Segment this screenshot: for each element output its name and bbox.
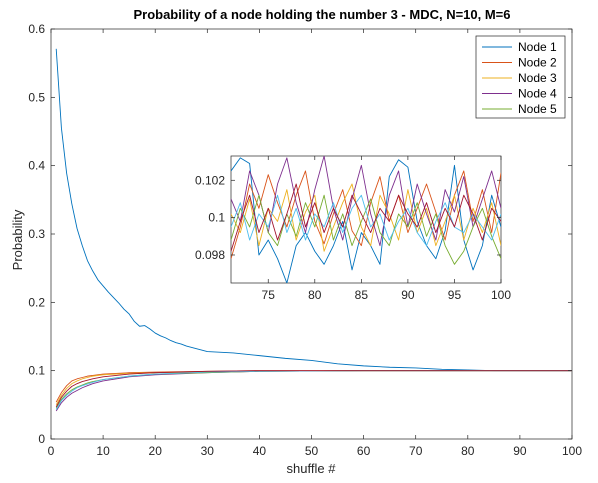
legend-entry: Node 1 [518, 40, 557, 54]
y-axis-label: Probability [10, 209, 25, 270]
inset-x-tick-label: 85 [355, 288, 369, 302]
main-x-tick-label: 80 [461, 444, 475, 458]
main-y-axis: 0 0.1 0.2 0.3 0.4 0.5 0.6 [28, 22, 572, 446]
x-axis-label: shuffle # [287, 461, 337, 476]
main-x-tick-label: 0 [48, 444, 55, 458]
inset-y-tick-label: 0.102 [195, 173, 225, 187]
inset-series-line-3 [231, 183, 501, 252]
main-x-axis: 0 10 20 30 40 50 60 70 80 90 100 [48, 29, 582, 458]
inset-y-tick-label: 0.1 [208, 211, 225, 225]
legend-entry: Node 3 [518, 71, 557, 85]
main-x-tick-label: 10 [96, 444, 110, 458]
inset-series-line-1 [231, 157, 501, 283]
main-y-tick-label: 0 [38, 432, 45, 446]
main-x-tick-label: 100 [562, 444, 582, 458]
main-series-line-7 [55, 370, 572, 408]
main-x-tick-label: 40 [253, 444, 267, 458]
inset-x-tick-label: 75 [262, 288, 276, 302]
main-y-tick-label: 0.6 [28, 22, 45, 36]
inset-x-tick-label: 90 [401, 288, 415, 302]
inset-y-axis: 0.098 0.1 0.102 [195, 173, 501, 262]
inset-series-line-4 [231, 156, 501, 247]
legend-entry: Node 4 [518, 87, 557, 101]
inset-series-lines [231, 156, 501, 283]
inset-x-axis: 75 80 85 90 95 100 [262, 156, 511, 302]
legend-box [475, 35, 566, 119]
main-x-tick-label: 70 [409, 444, 423, 458]
main-x-tick-label: 90 [513, 444, 527, 458]
legend-entry: Node 2 [518, 56, 557, 70]
inset-y-tick-label: 0.098 [195, 248, 225, 262]
inset-x-tick-label: 95 [448, 288, 462, 302]
main-series-lines [55, 48, 572, 412]
inset-series-line-6 [231, 194, 501, 247]
chart-title: Probability of a node holding the number… [133, 7, 510, 22]
main-x-tick-label: 50 [305, 444, 319, 458]
main-y-tick-label: 0.3 [28, 227, 45, 241]
main-x-tick-label: 60 [357, 444, 371, 458]
main-x-tick-label: 30 [201, 444, 215, 458]
main-y-tick-label: 0.4 [28, 159, 45, 173]
main-y-tick-label: 0.1 [28, 364, 45, 378]
inset-x-tick-label: 80 [308, 288, 322, 302]
main-y-tick-label: 0.5 [28, 90, 45, 104]
legend-entry: Node 5 [518, 102, 557, 116]
main-y-tick-label: 0.2 [28, 295, 45, 309]
inset-x-tick-label: 100 [491, 288, 511, 302]
inset-series-line-7 [231, 183, 501, 252]
main-series-line-1 [55, 48, 572, 372]
main-x-tick-label: 20 [149, 444, 163, 458]
